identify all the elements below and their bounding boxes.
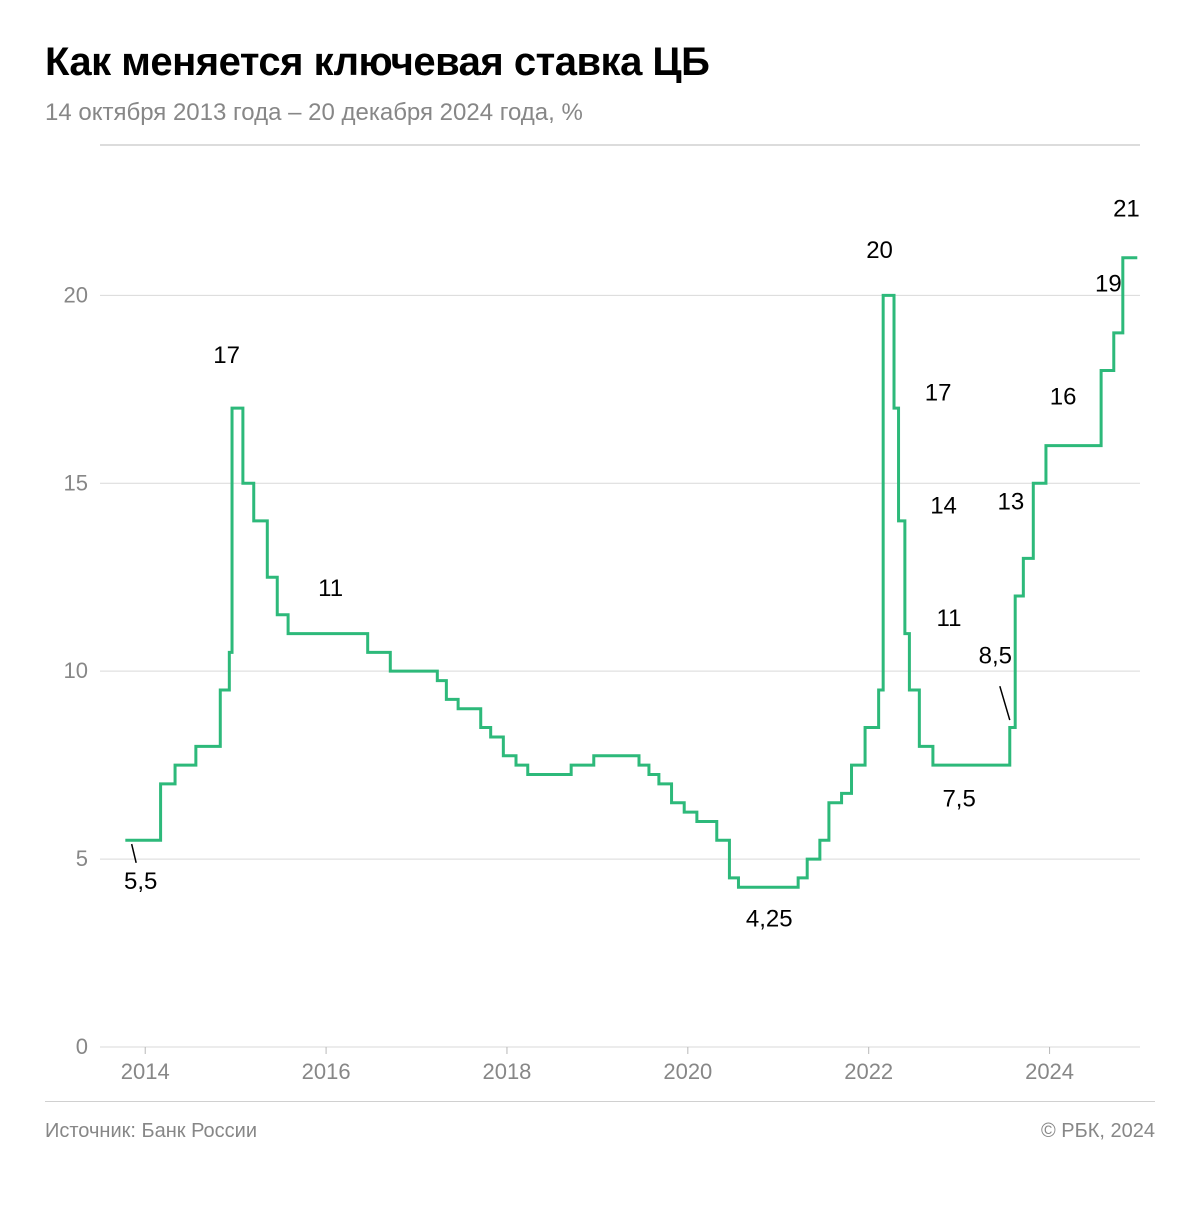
- y-tick-label: 5: [76, 846, 88, 871]
- source-label: Источник: Банк России: [45, 1120, 257, 1143]
- annotation-label: 17: [925, 380, 952, 407]
- x-tick-label: 2020: [663, 1059, 712, 1084]
- annotation-label: 8,5: [979, 643, 1012, 670]
- x-tick-label: 2024: [1025, 1059, 1074, 1084]
- annotation-label: 20: [866, 237, 893, 264]
- y-tick-label: 15: [64, 470, 88, 495]
- step-line-chart: 051015202014201620182020202220245,517114…: [45, 137, 1155, 1097]
- annotation-label: 21: [1113, 195, 1140, 222]
- annotation-label: 14: [930, 492, 957, 519]
- annotation-pointer: [1000, 686, 1010, 720]
- chart-footer: Источник: Банк России © РБК, 2024: [45, 1101, 1155, 1143]
- annotation-label: 7,5: [942, 785, 975, 812]
- copyright-label: © РБК, 2024: [1041, 1120, 1155, 1143]
- x-tick-label: 2022: [844, 1059, 893, 1084]
- annotation-label: 17: [213, 342, 240, 369]
- x-tick-label: 2014: [121, 1059, 170, 1084]
- chart-container: Как меняется ключевая ставка ЦБ 14 октяб…: [0, 0, 1200, 1225]
- y-tick-label: 20: [64, 282, 88, 307]
- rate-step-line: [125, 258, 1137, 888]
- y-tick-label: 10: [64, 658, 88, 683]
- annotation-pointer: [132, 844, 137, 863]
- chart-plot-area: 051015202014201620182020202220245,517114…: [45, 137, 1155, 1097]
- annotation-label: 4,25: [746, 906, 793, 933]
- x-tick-label: 2016: [302, 1059, 351, 1084]
- annotation-label: 11: [937, 605, 962, 632]
- annotation-label: 5,5: [124, 868, 157, 895]
- chart-subtitle: 14 октября 2013 года – 20 декабря 2024 г…: [45, 99, 1155, 127]
- annotation-label: 13: [998, 489, 1025, 516]
- annotation-label: 19: [1095, 271, 1122, 298]
- chart-title: Как меняется ключевая ставка ЦБ: [45, 40, 1155, 85]
- y-tick-label: 0: [76, 1034, 88, 1059]
- x-tick-label: 2018: [482, 1059, 531, 1084]
- annotation-label: 16: [1050, 383, 1077, 410]
- annotation-label: 11: [318, 575, 343, 602]
